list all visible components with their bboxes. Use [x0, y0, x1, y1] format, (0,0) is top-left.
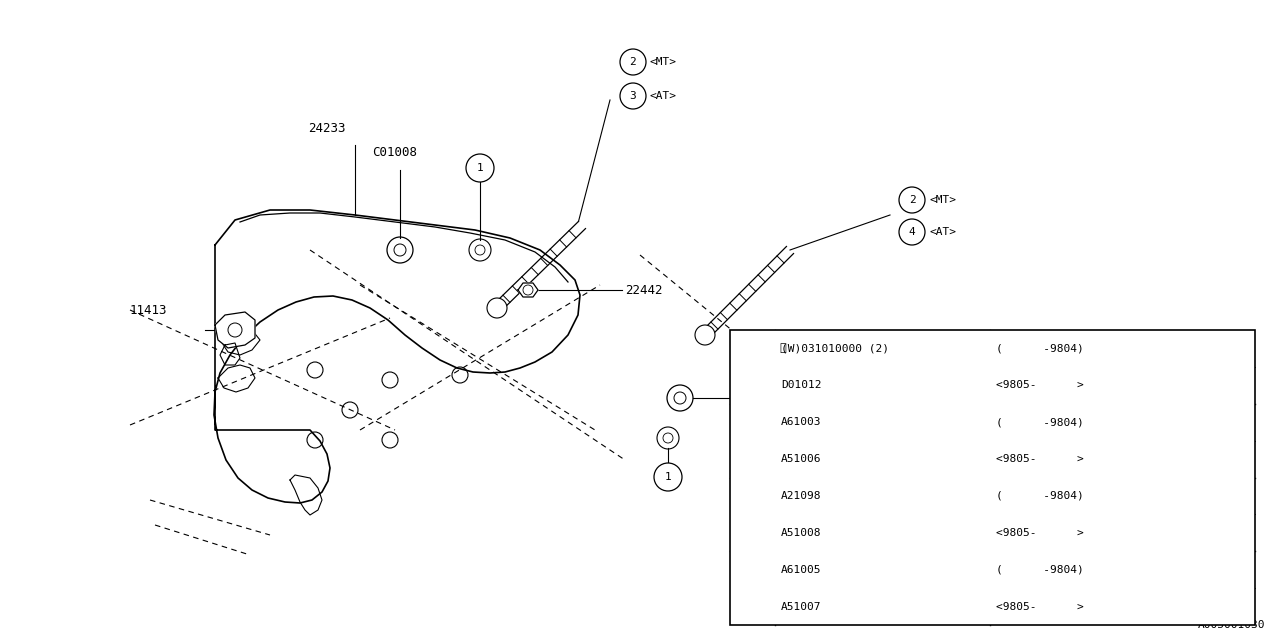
- Circle shape: [695, 325, 716, 345]
- Text: <AT>: <AT>: [929, 227, 956, 237]
- Text: <MT>: <MT>: [929, 195, 956, 205]
- Text: 22442: 22442: [625, 284, 663, 296]
- Text: 1: 1: [476, 163, 484, 173]
- Text: C01008: C01008: [372, 145, 417, 159]
- Text: Ⓦ: Ⓦ: [780, 344, 786, 353]
- Circle shape: [741, 374, 763, 396]
- Text: <9805-      >: <9805- >: [996, 602, 1084, 612]
- Text: 1: 1: [664, 472, 672, 482]
- Text: <MT>: <MT>: [650, 57, 677, 67]
- Circle shape: [486, 298, 507, 318]
- Circle shape: [741, 596, 763, 618]
- Circle shape: [741, 448, 763, 470]
- Text: <9805-      >: <9805- >: [996, 528, 1084, 538]
- Circle shape: [620, 49, 646, 75]
- Text: (      -9804): ( -9804): [996, 417, 1084, 427]
- Text: 3: 3: [750, 528, 755, 538]
- Text: A51007: A51007: [781, 602, 822, 612]
- Text: 3: 3: [630, 91, 636, 101]
- Text: A61005: A61005: [781, 564, 822, 575]
- Polygon shape: [518, 283, 538, 297]
- Text: A21098: A21098: [781, 491, 822, 501]
- Bar: [730, 330, 1254, 625]
- Polygon shape: [214, 210, 580, 503]
- Text: A61003: A61003: [781, 417, 822, 427]
- Text: 4: 4: [909, 227, 915, 237]
- Text: A51006: A51006: [781, 454, 822, 464]
- Text: (      -9804): ( -9804): [996, 564, 1084, 575]
- Circle shape: [899, 187, 925, 213]
- Polygon shape: [215, 312, 255, 348]
- Circle shape: [654, 463, 682, 491]
- Text: 2: 2: [750, 454, 755, 464]
- Circle shape: [899, 219, 925, 245]
- Text: (      -9804): ( -9804): [996, 344, 1084, 353]
- Circle shape: [466, 154, 494, 182]
- Circle shape: [741, 522, 763, 544]
- Text: (W)031010000 (2): (W)031010000 (2): [781, 344, 890, 353]
- Text: 2: 2: [909, 195, 915, 205]
- Text: 24233: 24233: [308, 122, 346, 134]
- Text: <9805-      >: <9805- >: [996, 454, 1084, 464]
- Text: A005001030: A005001030: [1198, 620, 1265, 630]
- Text: C01008: C01008: [753, 392, 797, 404]
- Circle shape: [620, 83, 646, 109]
- Text: (      -9804): ( -9804): [996, 491, 1084, 501]
- Text: D01012: D01012: [781, 380, 822, 390]
- Text: A51008: A51008: [781, 528, 822, 538]
- Text: <AT>: <AT>: [650, 91, 677, 101]
- Text: 4: 4: [750, 602, 755, 612]
- Text: <9805-      >: <9805- >: [996, 380, 1084, 390]
- Text: 2: 2: [630, 57, 636, 67]
- Text: 11413: 11413: [131, 303, 168, 317]
- Text: 1: 1: [750, 380, 755, 390]
